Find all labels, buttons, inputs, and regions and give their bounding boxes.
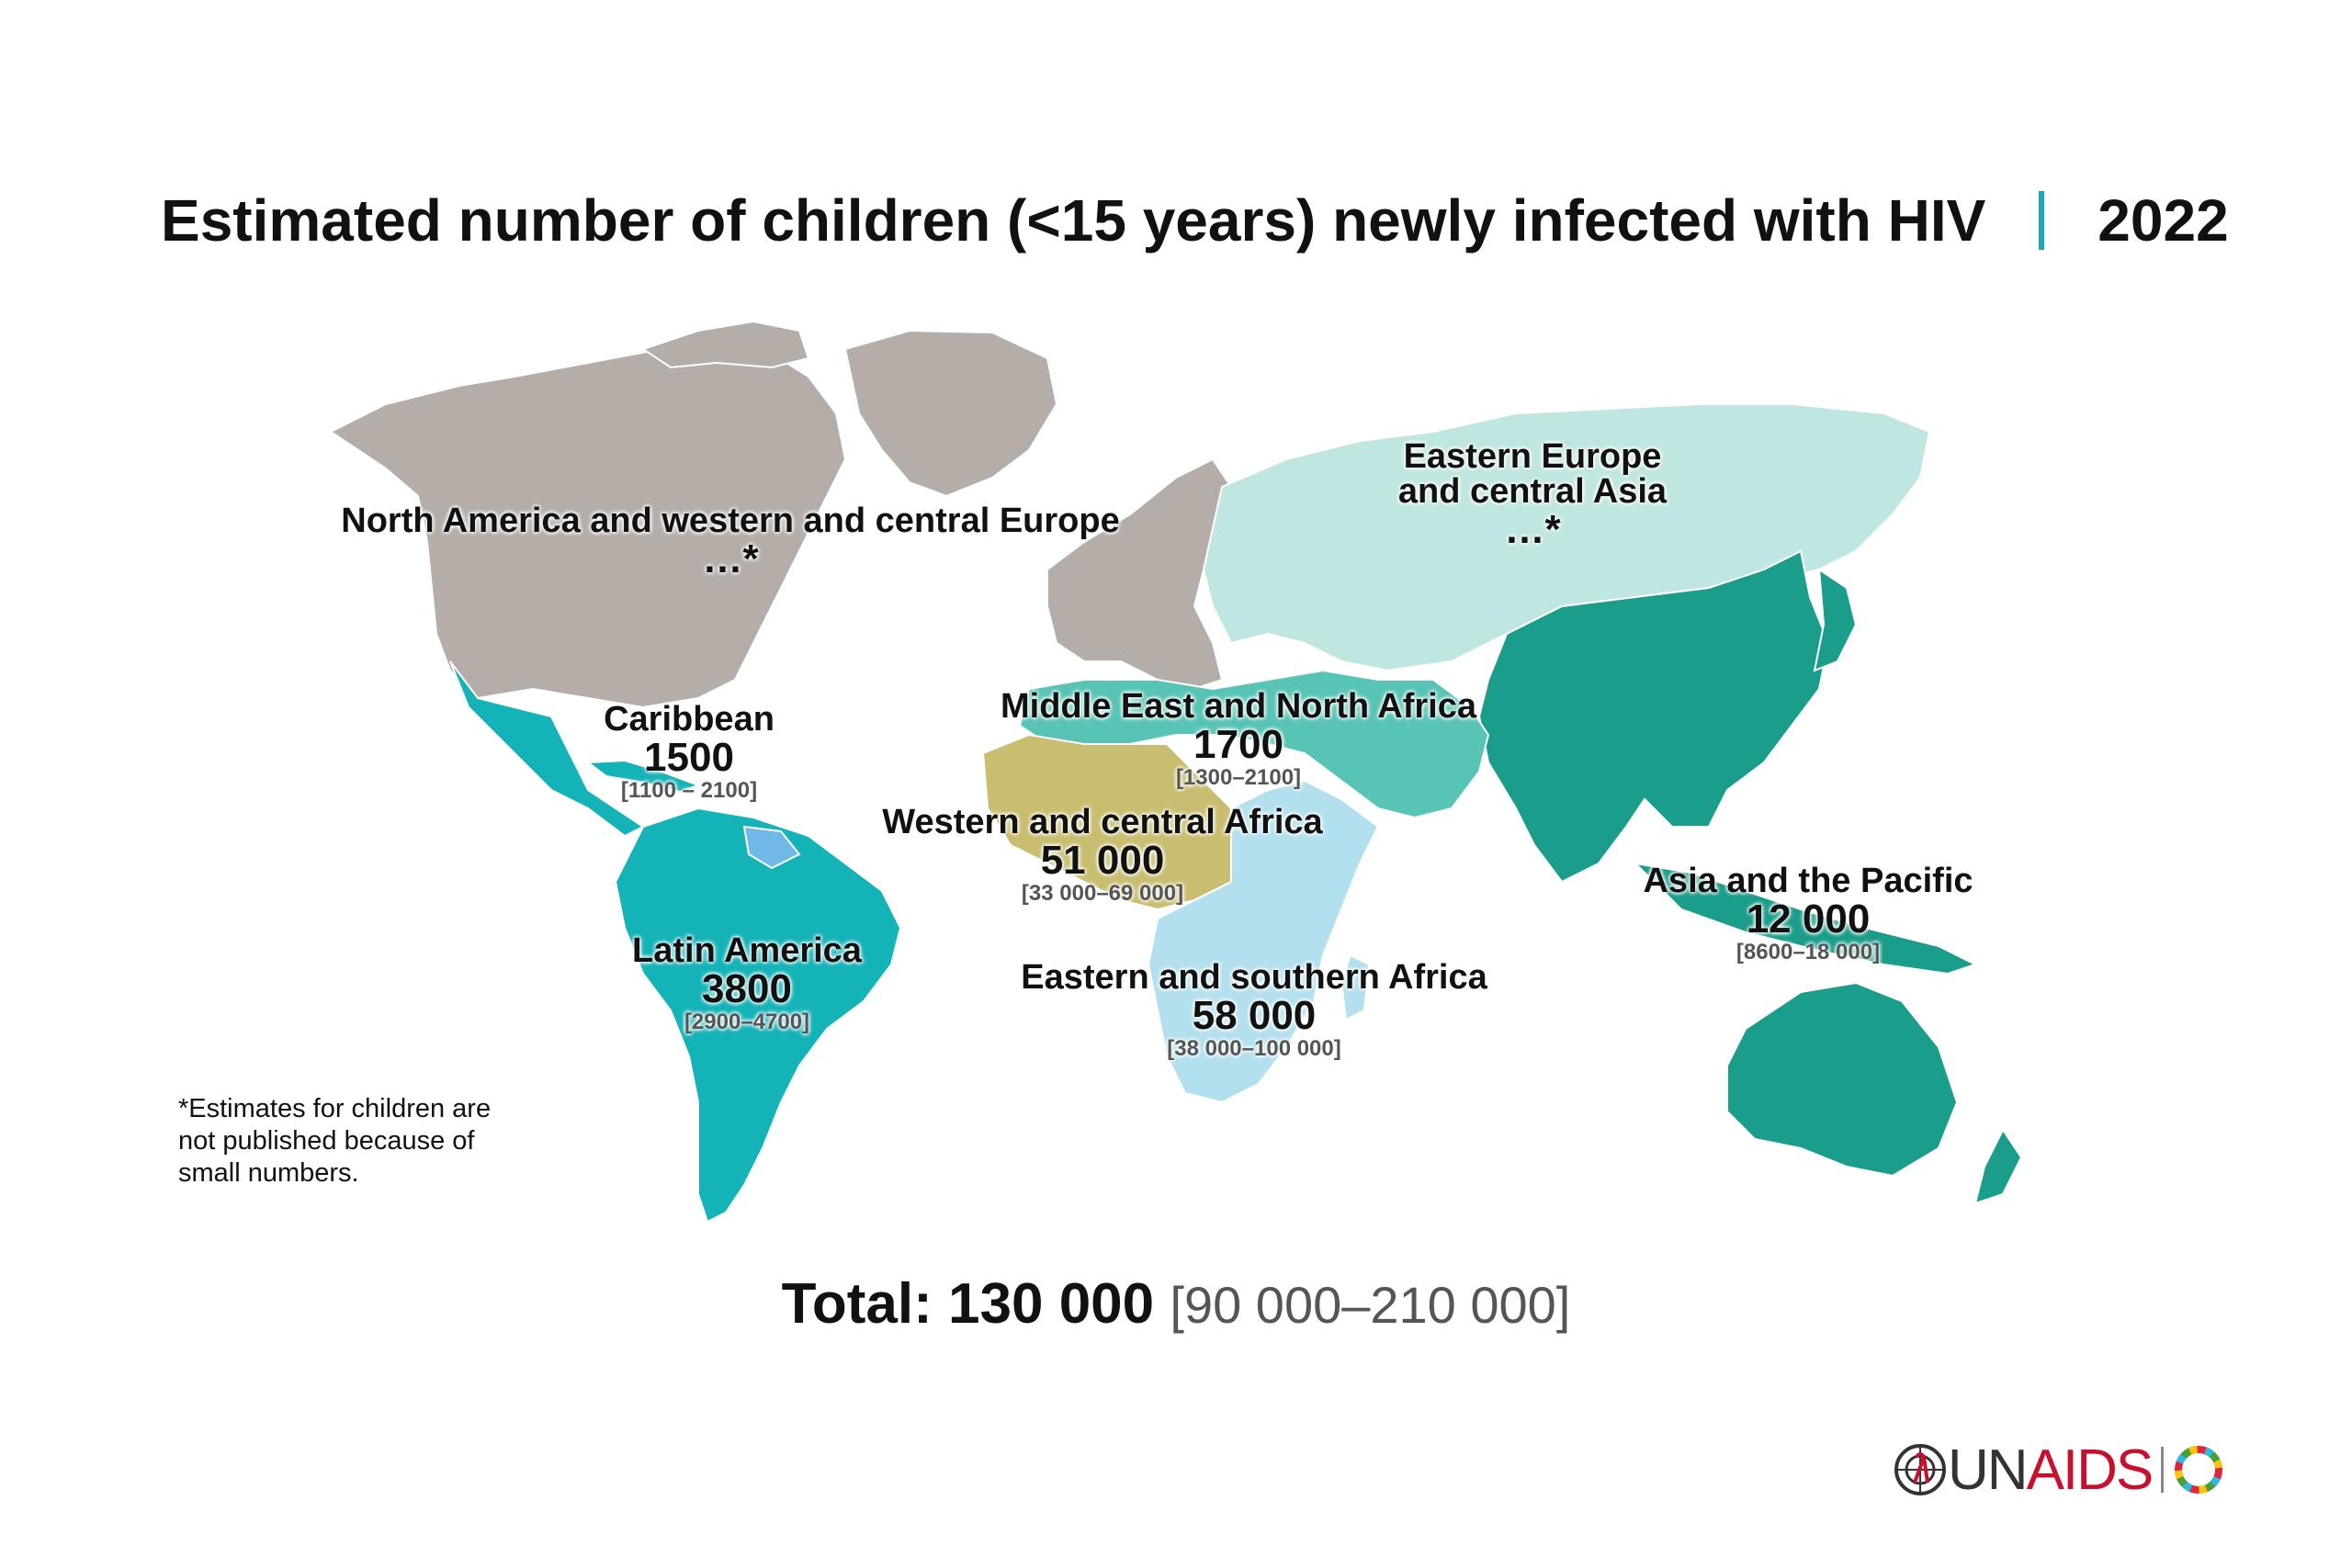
region-label-mena: Middle East and North Africa 1700 [1300–… — [1001, 689, 1476, 790]
region-new-zealand — [1973, 1128, 2023, 1205]
region-name: Eastern and southern Africa — [1021, 958, 1487, 997]
region-value: 1500 — [644, 735, 734, 780]
region-label-caribbean: Caribbean 1500 [1100 – 2100] — [604, 702, 775, 803]
region-greenland — [843, 329, 1058, 498]
region-range: [1100 – 2100] — [620, 778, 758, 803]
region-arctic-islands — [640, 320, 810, 369]
region-range: [33 000–69 000] — [1021, 881, 1184, 906]
region-indonesia — [1633, 862, 1978, 976]
footnote: *Estimates for children are not publishe… — [178, 1094, 492, 1188]
sdg-wheel-icon — [2175, 1446, 2223, 1494]
region-name: North America and western and central Eu… — [341, 502, 1120, 540]
region-value: …* — [1504, 507, 1561, 552]
region-latin-america — [614, 807, 902, 1224]
region-name: Caribbean — [604, 700, 775, 739]
region-name: Middle East and North Africa — [1001, 687, 1476, 726]
region-madagascar — [1340, 953, 1371, 1021]
logo-text: UNAIDS — [1948, 1438, 2154, 1503]
region-range: [8600–18 000] — [1736, 940, 1881, 964]
region-label-eeca: Eastern Europe and central Asia …* — [1398, 439, 1667, 551]
region-range: [38 000–100 000] — [1167, 1036, 1341, 1061]
region-name: Latin America — [632, 931, 862, 970]
region-value: …* — [702, 536, 759, 581]
region-label-wca: Western and central Africa 51 000 [33 00… — [882, 805, 1322, 906]
logo-un: UN — [1948, 1438, 2029, 1502]
region-name: Asia and the Pacific — [1643, 862, 1973, 900]
un-emblem-icon — [1894, 1444, 1946, 1495]
chart-title: Estimated number of children (<15 years)… — [161, 184, 2246, 257]
region-north-america-western-central-europe — [329, 338, 847, 709]
region-name: Western and central Africa — [882, 803, 1323, 841]
title-separator — [2039, 191, 2045, 250]
region-label-latam: Latin America 3800 [2900–4700] — [632, 933, 862, 1034]
logo-divider — [2161, 1447, 2165, 1493]
region-western-central-europe — [1046, 457, 1233, 691]
total-label: Total: — [781, 1272, 933, 1336]
region-guianas — [742, 825, 801, 870]
region-asia-pacific-mainland — [1477, 549, 1830, 884]
region-value: 51 000 — [1040, 838, 1165, 883]
region-value: 1700 — [1193, 722, 1283, 767]
region-name-line1: Eastern Europe — [1403, 437, 1662, 476]
region-value: 3800 — [702, 966, 792, 1011]
total-range: [90 000–210 000] — [1170, 1276, 1571, 1334]
total-line: Total: 130 000 [90 000–210 000] — [0, 1268, 2352, 1342]
region-range: [2900–4700] — [684, 1010, 810, 1034]
region-japan — [1813, 568, 1858, 672]
region-value: 58 000 — [1192, 993, 1317, 1038]
title-year: 2022 — [2098, 187, 2229, 254]
region-value: 12 000 — [1746, 897, 1871, 942]
title-text: Estimated number of children (<15 years)… — [161, 187, 1986, 254]
unaids-logo: UNAIDS — [1893, 1438, 2260, 1502]
logo-aids: AIDS — [2026, 1438, 2154, 1502]
region-name-line2: and central Asia — [1397, 472, 1668, 511]
region-caribbean — [585, 759, 701, 794]
total-value: 130 000 — [948, 1272, 1155, 1336]
region-range: [1300–2100] — [1175, 765, 1302, 790]
region-australia — [1726, 981, 1959, 1178]
region-label-ap: Asia and the Pacific 12 000 [8600–18 000… — [1643, 863, 1973, 964]
region-eastern-southern-africa — [1147, 779, 1380, 1104]
region-label-esa: Eastern and southern Africa 58 000 [38 0… — [1021, 960, 1487, 1061]
region-label-na-weu: North America and western and central Eu… — [341, 503, 1119, 581]
